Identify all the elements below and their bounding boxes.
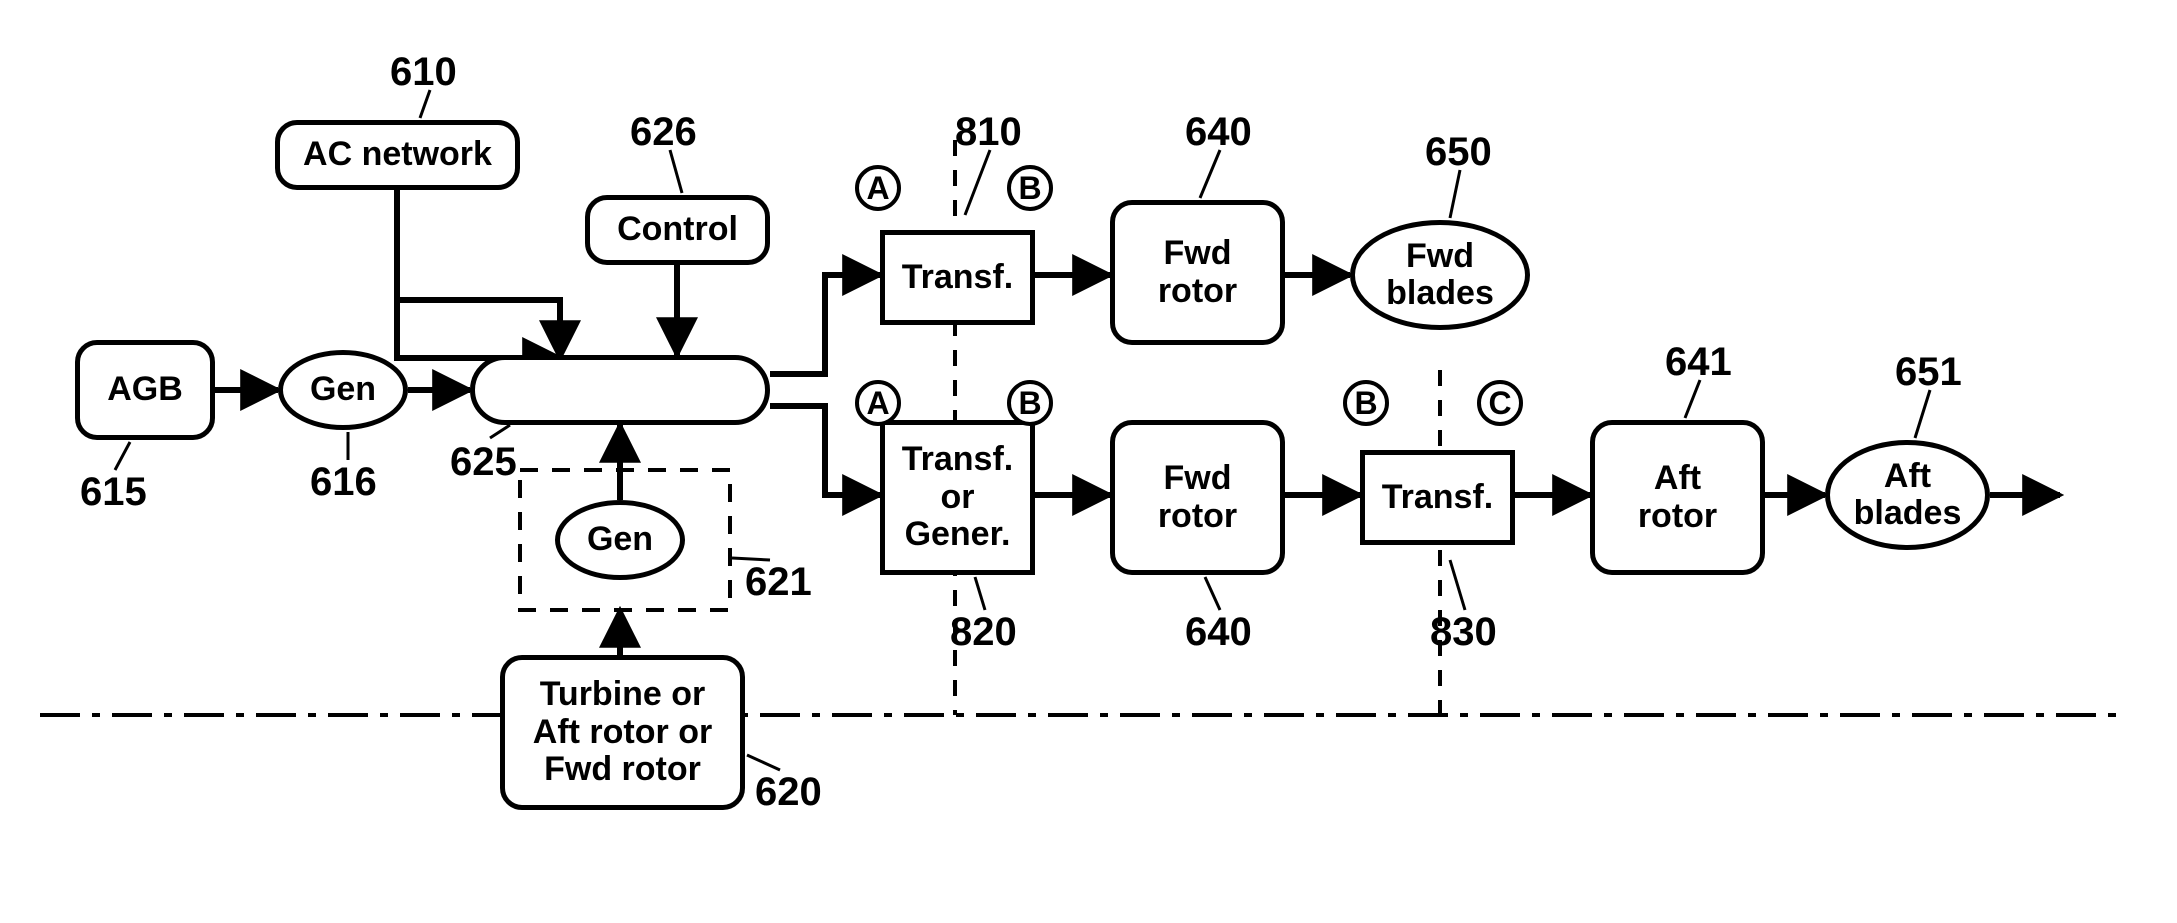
node-aft_blades: Aft blades: [1825, 440, 1990, 550]
ref-turbine: 620: [755, 770, 822, 815]
node-transf_bot: Transf. or Gener.: [880, 420, 1035, 575]
ref-gen2: 621: [745, 560, 812, 605]
ref-fwd_rotor1: 640: [1185, 110, 1252, 155]
node-aft_rotor: Aft rotor: [1590, 420, 1765, 575]
node-fwd_rotor2: Fwd rotor: [1110, 420, 1285, 575]
zone-label-b-1: B: [1007, 165, 1053, 211]
node-gen1: Gen: [278, 350, 408, 430]
node-fwd_blades: Fwd blades: [1350, 220, 1530, 330]
ref-fwd_blades: 650: [1425, 130, 1492, 175]
zone-label-b-3: B: [1007, 380, 1053, 426]
node-transf_c: Transf.: [1360, 450, 1515, 545]
node-gen2: Gen: [555, 500, 685, 580]
node-switch: [470, 355, 770, 425]
zone-label-b-4: B: [1343, 380, 1389, 426]
node-turbine: Turbine or Aft rotor or Fwd rotor: [500, 655, 745, 810]
ref-transf_c: 830: [1430, 610, 1497, 655]
diagram-canvas: AC network 610 Control 626 AGB 615 Gen 616 625 Ge…: [0, 0, 2177, 923]
ref-fwd_rotor2: 640: [1185, 610, 1252, 655]
ref-aft_rotor: 641: [1665, 340, 1732, 385]
node-control: Control: [585, 195, 770, 265]
ref-control: 626: [630, 110, 697, 155]
ref-transf_bot: 820: [950, 610, 1017, 655]
zone-label-a-2: A: [855, 380, 901, 426]
ref-transf_top: 810: [955, 110, 1022, 155]
node-agb: AGB: [75, 340, 215, 440]
node-fwd_rotor1: Fwd rotor: [1110, 200, 1285, 345]
ref-aft_blades: 651: [1895, 350, 1962, 395]
ref-switch: 625: [450, 440, 517, 485]
zone-label-c-5: C: [1477, 380, 1523, 426]
ref-gen1: 616: [310, 460, 377, 505]
node-ac_network: AC network: [275, 120, 520, 190]
node-transf_top: Transf.: [880, 230, 1035, 325]
zone-label-a-0: A: [855, 165, 901, 211]
ref-agb: 615: [80, 470, 147, 515]
ref-ac_network: 610: [390, 50, 457, 95]
